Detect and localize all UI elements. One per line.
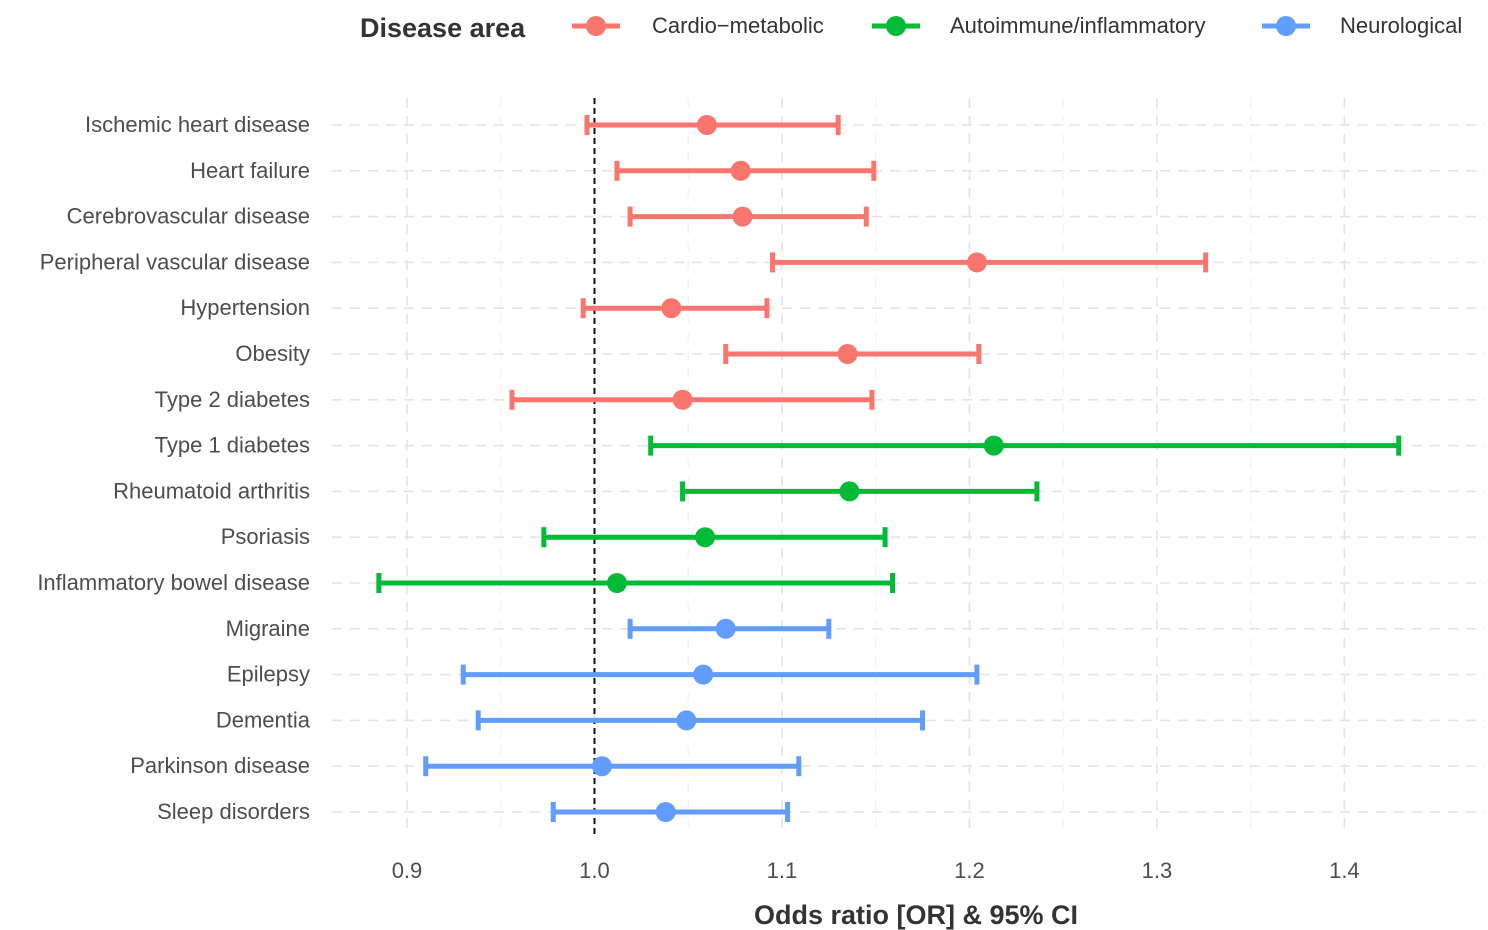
x-axis-title: Odds ratio [OR] & 95% CI bbox=[754, 900, 1078, 930]
x-tick-label: 1.0 bbox=[579, 858, 610, 883]
point-estimate bbox=[606, 573, 627, 593]
legend: Disease area Cardio−metabolic Autoimmune/… bbox=[360, 13, 1462, 43]
y-label: Type 2 diabetes bbox=[155, 387, 310, 412]
legend-key-point bbox=[586, 16, 606, 36]
legend-entry: Cardio−metabolic bbox=[572, 13, 824, 38]
y-label: Obesity bbox=[235, 341, 310, 366]
y-label: Peripheral vascular disease bbox=[40, 249, 310, 274]
y-label: Migraine bbox=[226, 616, 310, 641]
error-bars bbox=[376, 115, 1402, 822]
error-bar bbox=[460, 664, 980, 685]
y-label: Heart failure bbox=[190, 158, 310, 183]
point-estimate bbox=[591, 756, 612, 777]
y-label: Dementia bbox=[216, 707, 311, 732]
y-label: Hypertension bbox=[180, 295, 310, 320]
x-axis-ticks: 0.9 1.0 1.1 1.2 1.3 1.4 bbox=[392, 858, 1360, 883]
point-estimate bbox=[672, 389, 693, 410]
x-tick-label: 0.9 bbox=[392, 858, 423, 883]
legend-label: Cardio−metabolic bbox=[652, 13, 824, 38]
point-estimate bbox=[696, 115, 717, 135]
y-axis-labels: Ischemic heart disease Heart failure Cereb… bbox=[37, 112, 310, 824]
legend-entry: Neurological bbox=[1262, 13, 1462, 38]
error-bar bbox=[680, 481, 1040, 502]
error-bar bbox=[376, 573, 896, 593]
x-tick-label: 1.2 bbox=[954, 858, 985, 883]
point-estimate bbox=[676, 710, 697, 731]
y-label: Ischemic heart disease bbox=[85, 112, 310, 137]
point-estimate bbox=[715, 618, 736, 639]
error-bar bbox=[648, 435, 1402, 456]
x-tick-label: 1.3 bbox=[1142, 858, 1173, 883]
legend-title: Disease area bbox=[360, 13, 526, 43]
y-label: Parkinson disease bbox=[130, 753, 310, 778]
error-bar bbox=[475, 710, 926, 731]
point-estimate bbox=[966, 252, 987, 273]
y-label: Psoriasis bbox=[221, 524, 310, 549]
legend-entry: Autoimmune/inflammatory bbox=[872, 13, 1206, 38]
point-estimate bbox=[695, 527, 716, 548]
point-estimate bbox=[655, 802, 676, 822]
y-label: Epilepsy bbox=[227, 662, 310, 687]
point-estimate bbox=[693, 664, 714, 685]
point-estimate bbox=[839, 481, 860, 502]
x-tick-label: 1.1 bbox=[767, 858, 798, 883]
y-label: Cerebrovascular disease bbox=[67, 204, 310, 229]
error-bar bbox=[770, 252, 1209, 273]
x-tick-label: 1.4 bbox=[1329, 858, 1360, 883]
legend-key-point bbox=[1276, 16, 1296, 36]
legend-label: Neurological bbox=[1340, 13, 1462, 38]
point-estimate bbox=[983, 435, 1004, 456]
point-estimate bbox=[661, 298, 682, 319]
error-bar bbox=[423, 756, 802, 777]
y-label: Sleep disorders bbox=[157, 799, 310, 824]
legend-key-point bbox=[886, 16, 906, 36]
y-label: Inflammatory bowel disease bbox=[37, 570, 310, 595]
point-estimate bbox=[732, 206, 753, 227]
legend-label: Autoimmune/inflammatory bbox=[950, 13, 1206, 38]
point-estimates bbox=[591, 115, 1004, 822]
y-label: Type 1 diabetes bbox=[155, 433, 310, 458]
y-label: Rheumatoid arthritis bbox=[113, 478, 310, 503]
grid-lines bbox=[332, 98, 1485, 835]
legend-entries: Cardio−metabolic Autoimmune/inflammatory N… bbox=[572, 13, 1462, 38]
point-estimate bbox=[837, 344, 858, 364]
point-estimate bbox=[730, 160, 751, 181]
